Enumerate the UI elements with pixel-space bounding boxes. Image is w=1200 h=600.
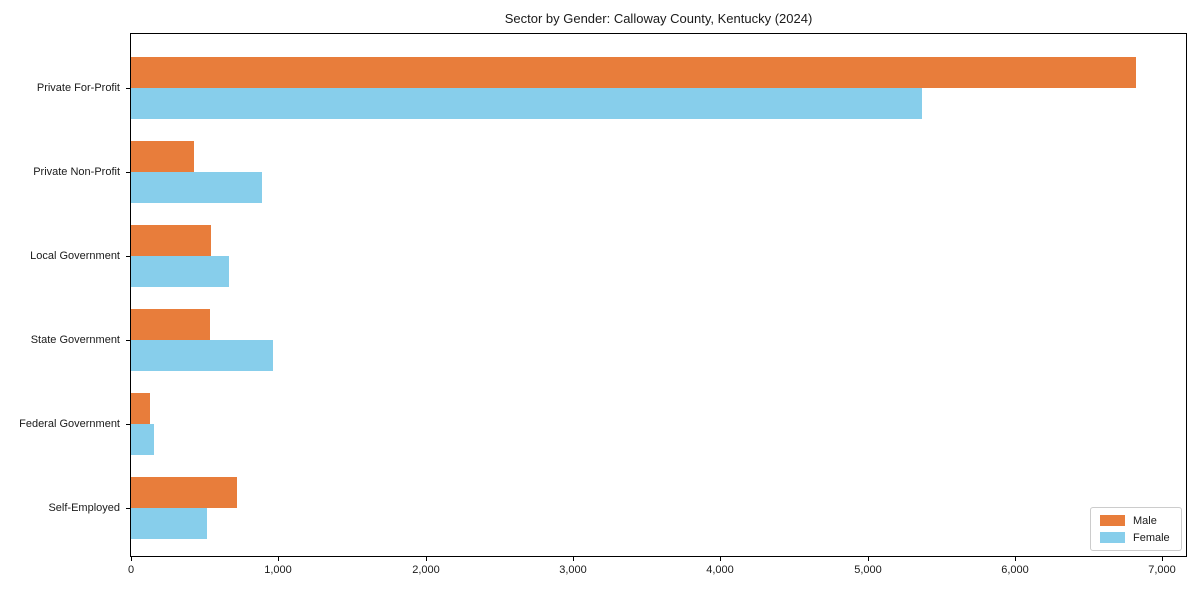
bar-female	[131, 88, 922, 119]
x-tick-label: 5,000	[854, 564, 882, 576]
y-tick-mark	[126, 340, 130, 341]
y-tick-mark	[126, 172, 130, 173]
x-tick-mark	[278, 557, 279, 561]
x-tick-mark	[720, 557, 721, 561]
y-axis-label: State Government	[30, 334, 120, 346]
x-tick-label: 0	[127, 564, 135, 576]
bar-male	[131, 57, 1136, 88]
x-tick-label: 3,000	[559, 564, 587, 576]
bar-male	[131, 393, 150, 424]
y-axis-label: Federal Government	[19, 418, 120, 430]
bar-male	[131, 141, 194, 172]
bar-male	[131, 309, 210, 340]
y-axis-label: Self-Employed	[48, 502, 120, 514]
y-axis-label: Local Government	[30, 250, 120, 262]
bar-female	[131, 172, 262, 203]
x-tick-label: 1,000	[264, 564, 292, 576]
legend-swatch-female	[1100, 532, 1125, 543]
bar-male	[131, 225, 211, 256]
bar-female	[131, 508, 207, 539]
y-axis-label: Private Non-Profit	[33, 166, 120, 178]
x-tick-mark	[573, 557, 574, 561]
bar-female	[131, 424, 154, 455]
legend-item-male: Male	[1100, 515, 1181, 527]
legend-label-male: Male	[1133, 514, 1157, 527]
x-tick-mark	[868, 557, 869, 561]
bar-female	[131, 340, 273, 371]
bar-male	[131, 477, 237, 508]
x-tick-mark	[1015, 557, 1016, 561]
x-tick-mark	[131, 557, 132, 561]
plot-area	[130, 33, 1187, 557]
bar-female	[131, 256, 229, 287]
legend: Male Female	[1090, 507, 1182, 551]
y-tick-mark	[126, 508, 130, 509]
x-tick-mark	[1162, 557, 1163, 561]
y-tick-mark	[126, 88, 130, 89]
x-tick-mark	[426, 557, 427, 561]
chart-title: Sector by Gender: Calloway County, Kentu…	[504, 11, 813, 26]
legend-swatch-male	[1100, 515, 1125, 526]
y-axis-label: Private For-Profit	[36, 82, 120, 94]
legend-item-female: Female	[1100, 532, 1181, 544]
x-tick-label: 7,000	[1148, 564, 1176, 576]
legend-label-female: Female	[1133, 531, 1170, 544]
x-tick-label: 2,000	[412, 564, 440, 576]
x-tick-label: 4,000	[706, 564, 734, 576]
y-tick-mark	[126, 424, 130, 425]
x-tick-label: 6,000	[1001, 564, 1029, 576]
y-tick-mark	[126, 256, 130, 257]
